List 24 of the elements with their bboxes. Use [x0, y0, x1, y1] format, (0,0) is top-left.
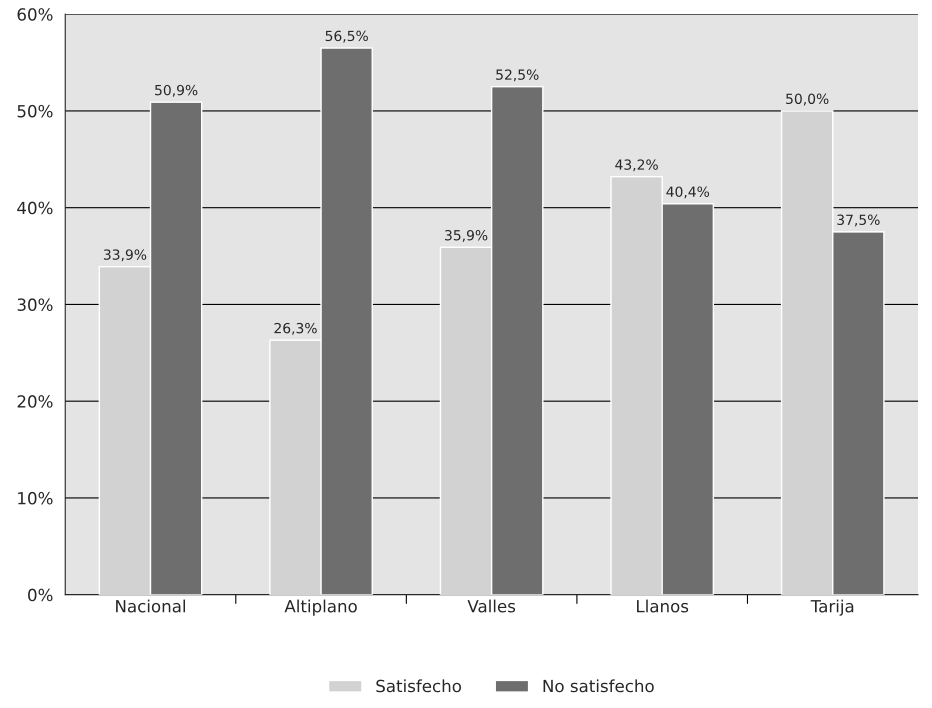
x-tick-label: Tarija [810, 600, 854, 616]
y-tick-label: 50% [18, 104, 53, 118]
data-label: 26,3% [274, 322, 317, 335]
data-label: 43,2% [615, 159, 658, 172]
data-label: 33,9% [104, 249, 146, 262]
y-tick-label: 40% [17, 202, 53, 214]
data-label: 40,4% [666, 186, 710, 198]
data-label: 52,5% [496, 69, 539, 82]
x-tick-label: Valles [468, 600, 516, 612]
y-tick-label: 30% [18, 298, 53, 312]
x-tick-label: Llanos [637, 600, 688, 612]
data-label: 50,0% [786, 94, 828, 106]
legend-label: Satisfecho [376, 679, 462, 692]
legend-label: No satisfecho [544, 679, 654, 692]
data-label: 56,5% [326, 30, 368, 43]
y-tick-label: 10% [18, 492, 53, 505]
x-tick-label: Altiplano [284, 600, 357, 616]
x-tick-label: Nacional [116, 600, 185, 612]
data-label: 50,9% [155, 84, 198, 97]
data-label: 35,9% [445, 230, 488, 242]
data-label: 37,5% [837, 214, 880, 226]
y-tick-label: 0% [28, 588, 53, 602]
y-tick-label: 20% [18, 395, 53, 408]
y-tick-label: 60% [18, 8, 53, 21]
